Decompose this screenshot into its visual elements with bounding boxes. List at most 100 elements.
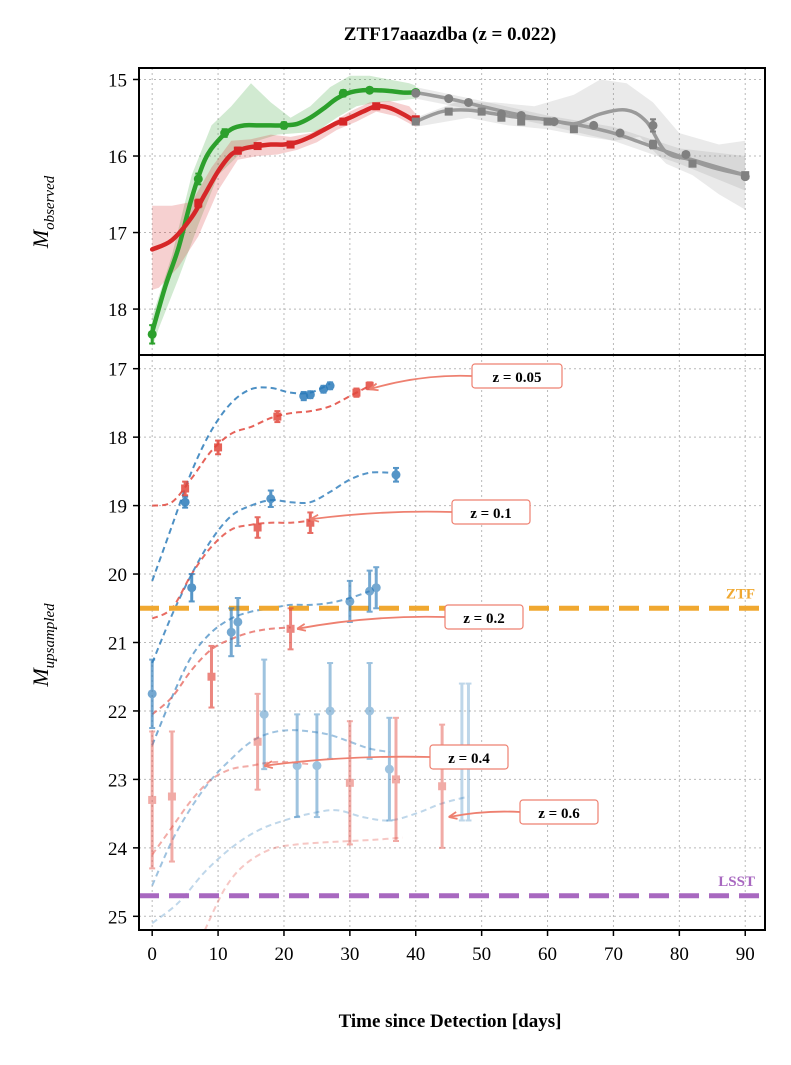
gray-r-data-point [477,107,486,116]
gray-r-data-point [497,113,506,122]
marker [741,171,750,180]
marker [233,617,243,627]
gray-g-data-point [444,94,454,104]
marker [325,381,335,391]
annotation-text: z = 0.2 [463,611,504,627]
red-data-point [391,716,400,843]
marker [615,128,625,138]
annotation-box [429,744,509,770]
y-tick-label: 24 [108,839,128,860]
annotation-4: z = 0.4 [263,744,509,770]
marker [589,120,599,130]
marker [279,120,289,130]
marker [193,174,203,184]
g-band-data-point [338,88,348,98]
red-fit-curve [151,760,311,856]
y-tick-label: 18 [108,428,127,449]
top-y-axis-label-sub: observed [42,175,58,230]
marker [648,140,657,149]
marker [194,199,203,208]
blue-data-point [384,716,394,822]
blue-data-point [312,713,322,819]
reference-label-ztf: ZTF [726,586,755,602]
marker [339,117,348,126]
chart-title: ZTF17aaazdba (z = 0.022) [344,24,556,45]
upsampled-panel: 17 18 19 20 21 22 23 24 25 ZTF LSST z = 0.05 z = 0.1… [108,354,766,931]
annotation-text: z = 0.05 [493,370,542,386]
gray-r-data-point [411,117,420,126]
x-tick-label: 50 [472,944,491,965]
top-y-axis-label: Mobserved [28,175,58,249]
blue-data-point [259,658,269,771]
blue-data-point [147,658,157,730]
annotation-arrow [296,615,446,630]
red-fit-curve [204,836,403,930]
x-tick-label: 20 [274,944,293,965]
red-data-point [286,607,295,651]
annotation-box [471,363,563,389]
blue-data-point [305,390,315,400]
marker [411,88,421,98]
marker [365,85,375,95]
red-fit-curve [151,626,291,716]
gray-g-data-point [549,117,559,127]
marker [391,470,401,480]
x-tick-label: 90 [736,944,755,965]
marker [371,583,381,593]
blue-fit-curve [151,795,469,924]
red-data-point [345,720,354,846]
x-tick-label: 40 [406,944,425,965]
marker [497,113,506,122]
x-tick-label: 10 [209,944,228,965]
y-tick-label: 23 [108,770,127,791]
marker [338,88,348,98]
blue-data-point [345,579,355,623]
marker [286,140,295,149]
y-tick-label: 18 [108,300,127,321]
marker [438,782,447,791]
marker [180,497,190,507]
red-data-point [352,387,361,398]
r-band-data-point [339,117,348,126]
blue-data-point [391,466,401,483]
marker [207,672,216,681]
x-tick-label: 80 [670,944,689,965]
g-band-data-point [193,172,203,186]
r-band-data-point [372,102,381,111]
marker [233,146,242,155]
top-plot-area [139,68,765,355]
annotation-arrowhead [448,811,458,820]
marker [345,778,354,787]
y-tick-label: 21 [108,634,127,655]
y-tick-label: 19 [108,497,127,518]
reference-label-lsst: LSST [718,874,755,890]
marker [345,596,355,606]
marker [688,159,697,168]
marker [214,443,223,452]
marker [167,792,176,801]
marker [325,706,335,716]
red-data-point [181,480,190,497]
annotation-box [451,499,531,525]
annotation-arrow [448,810,521,818]
marker [391,775,400,784]
g-band-data-point [147,324,157,345]
annotation-arrowhead [296,623,307,632]
marker [444,94,454,104]
marker [253,737,262,746]
gray-g-data-point [681,149,691,159]
marker [292,761,302,771]
blue-data-point [180,495,190,509]
marker [543,117,552,126]
red-data-point [306,511,315,534]
blue-data-point [226,607,236,658]
marker [148,795,157,804]
blue-data-point [266,489,276,508]
red-data-point [273,410,282,424]
marker [253,523,262,532]
red-data-point [148,730,157,870]
annotation-text: z = 0.6 [538,806,580,822]
annotation-arrow [310,510,453,521]
y-tick-label: 17 [108,360,127,381]
